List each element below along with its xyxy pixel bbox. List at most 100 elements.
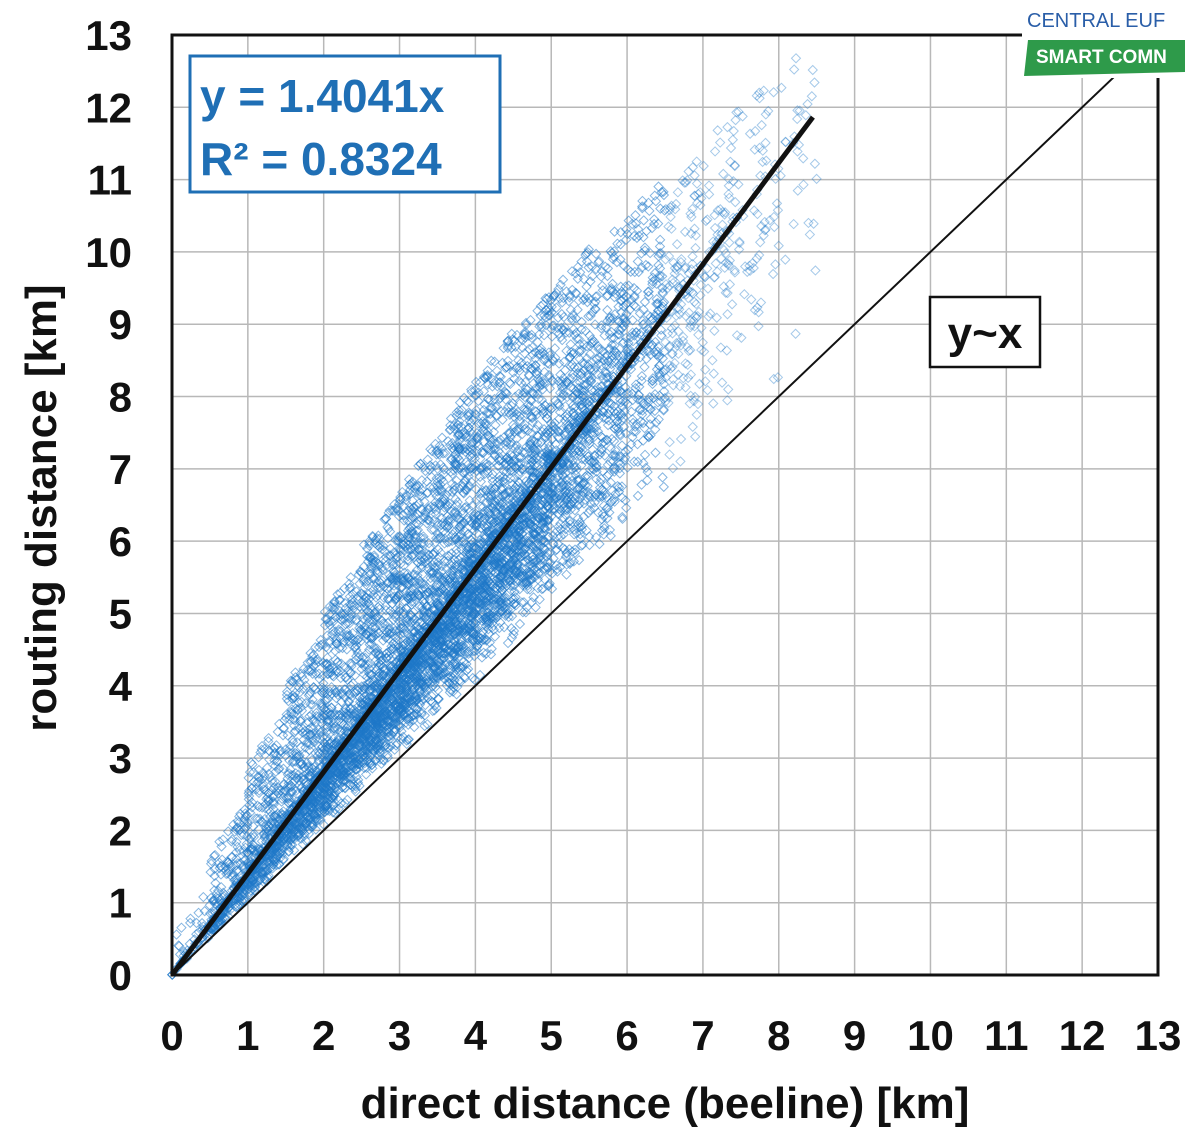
scatter-point — [282, 730, 293, 741]
scatter-point — [210, 877, 221, 889]
scatter-point — [291, 751, 302, 762]
scatter-point — [269, 747, 281, 758]
scatter-point — [239, 804, 250, 815]
scatter-point — [207, 895, 219, 907]
scatter-point — [329, 709, 341, 720]
scatter-point — [308, 682, 319, 693]
scatter-point — [347, 711, 359, 722]
scatter-point — [271, 786, 282, 797]
scatter-point — [285, 675, 297, 686]
scatter-point — [278, 722, 290, 734]
scatter-point — [297, 839, 309, 850]
scatter-point — [324, 707, 335, 718]
scatter-point — [334, 709, 345, 721]
scatter-point — [298, 734, 309, 745]
scatter-point — [294, 687, 306, 698]
scatter-point — [305, 818, 317, 829]
scatter-point — [310, 728, 322, 739]
scatter-point — [272, 726, 284, 738]
scatter-point — [246, 843, 257, 854]
scatter-point — [305, 812, 317, 824]
scatter-point — [299, 762, 310, 773]
scatter-point — [282, 781, 293, 793]
scatter-point — [323, 643, 334, 655]
scatter-point — [259, 813, 271, 825]
scatter-point — [244, 766, 256, 778]
scatter-point — [193, 907, 204, 919]
scatter-point — [256, 740, 268, 752]
scatter-point — [231, 836, 242, 848]
scatter-point — [313, 641, 325, 653]
scatter-point — [231, 846, 242, 858]
scatter-point — [250, 813, 261, 824]
scatter-point — [284, 842, 296, 853]
scatter-point — [223, 864, 235, 875]
scatter-point — [171, 929, 182, 940]
scatter-point — [332, 589, 343, 600]
scatter-point — [262, 871, 273, 883]
scatter-point — [270, 856, 281, 867]
scatter-point — [350, 781, 361, 792]
scatter-point — [259, 828, 270, 839]
scatter-point — [234, 825, 245, 836]
scatter-point — [290, 785, 302, 797]
scatter-point — [199, 905, 210, 917]
scatter-point — [345, 572, 356, 583]
scatter-point — [303, 724, 314, 735]
scatter-point — [259, 770, 270, 782]
scatter-point — [310, 668, 322, 679]
scatter-point — [246, 782, 258, 794]
scatter-point — [255, 747, 266, 758]
scatter-point — [243, 772, 254, 784]
scatter-point — [222, 826, 234, 837]
scatter-point — [351, 644, 362, 655]
scatter-point — [229, 826, 240, 837]
scatter-point — [337, 782, 348, 793]
scatter-point — [348, 774, 359, 785]
scatter-point — [331, 665, 342, 677]
scatter-point — [281, 709, 292, 720]
scatter-point — [209, 870, 220, 882]
scatter-point — [436, 432, 448, 443]
scatter-point — [268, 810, 280, 822]
scatter-point — [288, 714, 299, 725]
scatter-point — [303, 762, 314, 774]
scatter-point — [249, 881, 260, 893]
scatter-point — [269, 823, 280, 835]
scatter-point — [263, 732, 274, 744]
scatter-point — [261, 865, 273, 876]
scatter-point — [283, 846, 294, 857]
scatter-point — [315, 634, 326, 646]
scatter-point — [320, 705, 331, 716]
scatter-point — [244, 799, 255, 811]
scatter-point — [344, 617, 356, 629]
scatter-point — [326, 681, 337, 693]
scatter-point — [351, 651, 362, 662]
scatter-point — [349, 783, 361, 795]
scatter-point — [318, 819, 329, 830]
scatter-point — [326, 702, 337, 713]
scatter-point — [205, 866, 216, 878]
scatter-point — [296, 759, 307, 770]
scatter-point — [322, 668, 333, 680]
scatter-point — [322, 716, 333, 728]
scatter-point — [270, 766, 282, 777]
scatter-point — [346, 660, 357, 672]
scatter-point — [289, 819, 301, 830]
scatter-point — [305, 699, 316, 710]
scatter-point — [346, 608, 357, 619]
scatter-point — [208, 850, 220, 862]
scatter-point — [231, 822, 243, 834]
scatter-point — [288, 770, 299, 781]
scatter-point — [304, 745, 315, 756]
scatter-point — [310, 796, 321, 807]
scatter-point — [267, 845, 278, 856]
scatter-point — [355, 635, 367, 647]
scatter-point — [240, 808, 251, 819]
scatter-point — [307, 723, 319, 734]
scatter-point — [350, 641, 361, 653]
scatter-point — [236, 896, 248, 907]
scatter-point — [278, 853, 289, 864]
scatter-point — [302, 779, 313, 790]
